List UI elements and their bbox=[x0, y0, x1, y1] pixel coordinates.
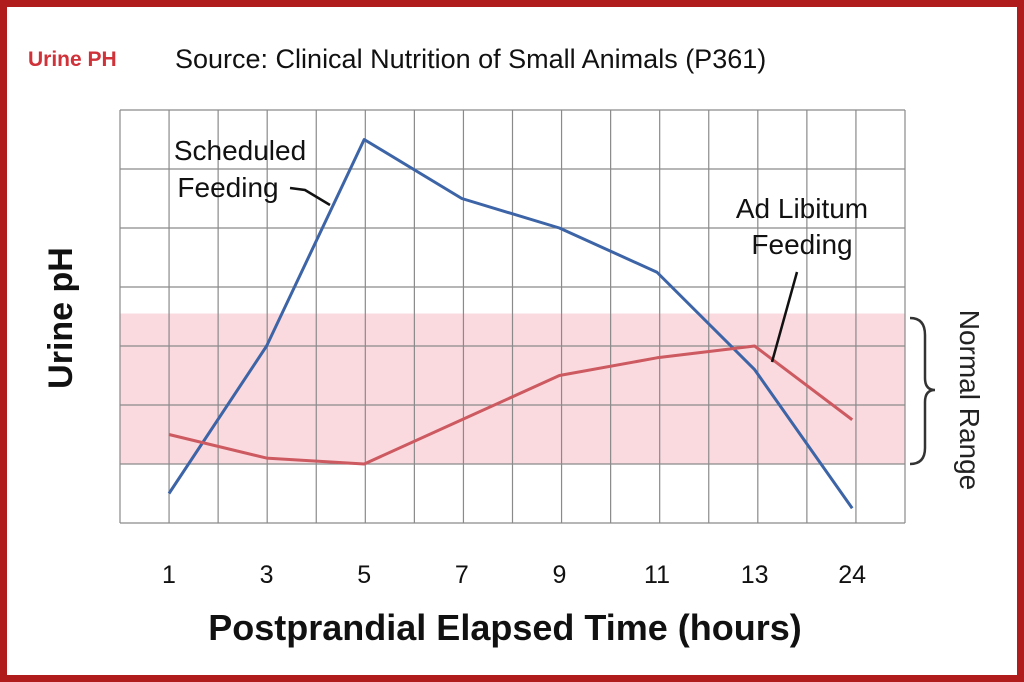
scheduled-feeding-line bbox=[167, 138, 854, 510]
adlib-label-pointer bbox=[770, 271, 799, 363]
adlib-label-line1: Ad Libitum bbox=[736, 193, 868, 224]
x-tick-label: 5 bbox=[357, 561, 371, 589]
y-axis-label: Urine pH bbox=[42, 247, 80, 389]
x-tick-label: 9 bbox=[552, 561, 566, 589]
x-tick-label: 3 bbox=[260, 561, 274, 589]
chart-tag: Urine PH bbox=[28, 48, 117, 71]
x-tick-label: 13 bbox=[741, 561, 769, 589]
x-tick-label: 11 bbox=[644, 561, 670, 589]
x-tick-label: 7 bbox=[455, 561, 469, 589]
scheduled-label-pointer bbox=[289, 186, 331, 207]
adlib-label-line2: Feeding bbox=[751, 229, 852, 260]
normal-range-label: Normal Range bbox=[954, 310, 985, 491]
x-tick-label: 1 bbox=[162, 561, 176, 589]
x-axis-label: Postprandial Elapsed Time (hours) bbox=[208, 607, 801, 648]
chart-source: Source: Clinical Nutrition of Small Anim… bbox=[175, 44, 766, 74]
scheduled-label-line1: Scheduled bbox=[174, 135, 306, 166]
ad-libitum-feeding-line bbox=[168, 344, 854, 466]
normal-range-brace bbox=[909, 316, 936, 466]
x-tick-label: 24 bbox=[838, 561, 866, 589]
scheduled-label-line2: Feeding bbox=[177, 172, 278, 203]
